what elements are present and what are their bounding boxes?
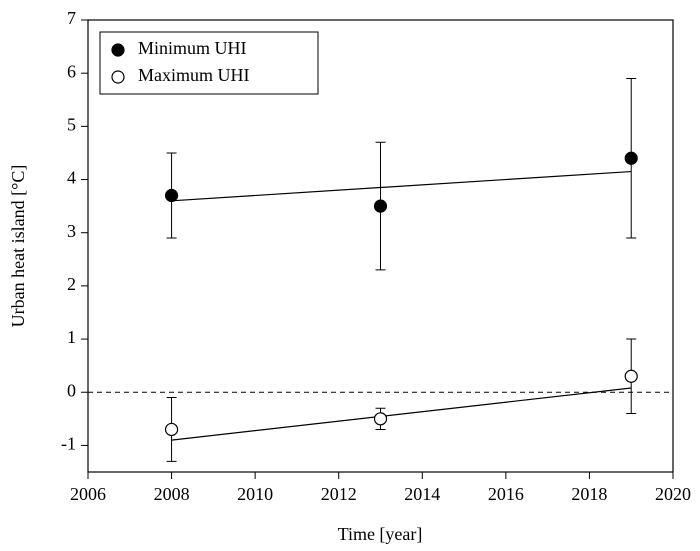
data-point bbox=[624, 151, 638, 165]
data-point bbox=[624, 369, 638, 383]
legend-label: Minimum UHI bbox=[138, 38, 247, 58]
y-axis-label: Urban heat island [°C] bbox=[8, 165, 28, 328]
x-tick-label: 2020 bbox=[655, 484, 691, 504]
y-tick-label: 6 bbox=[67, 61, 76, 81]
x-tick-label: 2008 bbox=[154, 484, 190, 504]
data-point bbox=[373, 412, 388, 426]
y-tick-label: 4 bbox=[67, 168, 76, 188]
data-point bbox=[373, 199, 388, 213]
legend-marker bbox=[111, 70, 125, 84]
data-point bbox=[164, 422, 179, 437]
legend-marker bbox=[111, 43, 125, 57]
data-point bbox=[164, 188, 179, 203]
legend-label: Maximum UHI bbox=[138, 65, 250, 85]
y-tick-label: 1 bbox=[67, 327, 76, 347]
plot-frame bbox=[87, 19, 674, 473]
y-tick-label: 2 bbox=[67, 274, 76, 294]
fit-line bbox=[171, 387, 632, 441]
fit-line bbox=[171, 170, 632, 202]
x-tick-label: 2006 bbox=[70, 484, 106, 504]
x-tick-label: 2012 bbox=[321, 484, 357, 504]
y-tick-label: 5 bbox=[67, 114, 76, 134]
x-tick-label: 2014 bbox=[404, 484, 440, 504]
x-tick-label: 2016 bbox=[488, 484, 524, 504]
x-axis-label: Time [year] bbox=[338, 524, 423, 544]
y-tick-label: 7 bbox=[67, 8, 76, 28]
y-tick-label: 3 bbox=[67, 221, 76, 241]
legend-box bbox=[99, 31, 319, 95]
x-tick-label: 2018 bbox=[571, 484, 607, 504]
y-tick-label: -1 bbox=[61, 434, 76, 454]
x-tick-label: 2010 bbox=[237, 484, 273, 504]
y-tick-label: 0 bbox=[67, 380, 76, 400]
